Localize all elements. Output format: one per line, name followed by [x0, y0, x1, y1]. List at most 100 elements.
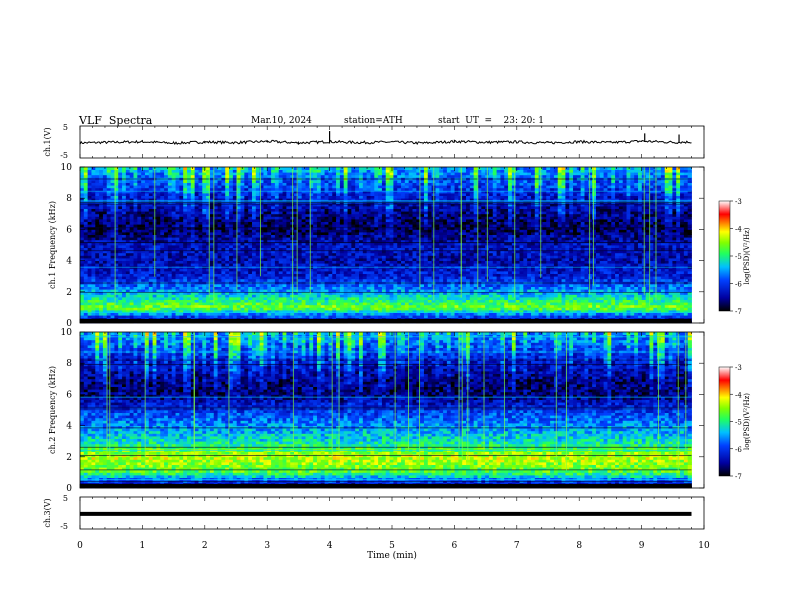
psd-cell: [263, 291, 268, 295]
psd-cell: [202, 172, 207, 176]
psd-cell: [259, 208, 264, 212]
psd-cell: [133, 260, 138, 264]
psd-cell: [217, 221, 222, 225]
psd-cell: [209, 263, 215, 267]
psd-cell: [106, 271, 111, 274]
psd-cell: [236, 193, 241, 196]
psd-cell: [336, 276, 341, 280]
psd-cell: [370, 263, 375, 267]
psd-cell: [385, 216, 390, 220]
psd-cell: [137, 190, 142, 194]
psd-cell: [374, 174, 379, 178]
psd-cell: [125, 304, 131, 308]
psd-cell: [91, 172, 96, 176]
psd-cell: [278, 268, 283, 272]
psd-cell: [336, 198, 341, 202]
psd-cell: [374, 169, 379, 173]
psd-cell: [110, 278, 115, 282]
psd-cell: [171, 299, 176, 303]
psd-cell: [99, 226, 104, 230]
psd-cell: [336, 216, 341, 220]
psd-cell: [248, 252, 253, 256]
psd-cell: [378, 174, 383, 178]
psd-cell: [316, 180, 322, 183]
psd-cell: [282, 226, 287, 230]
psd-cell: [263, 237, 268, 241]
psd-cell: [251, 245, 257, 248]
psd-cell: [95, 167, 100, 170]
psd-cell: [167, 294, 173, 298]
psd-cell: [160, 216, 165, 220]
psd-cell: [236, 211, 241, 215]
psd-cell: [114, 268, 119, 272]
psd-cell: [213, 172, 218, 176]
psd-cell: [137, 276, 142, 280]
psd-cell: [336, 229, 341, 233]
psd-cell: [259, 312, 264, 316]
psd-cell: [255, 310, 261, 313]
psd-cell: [133, 294, 138, 298]
psd-cell: [339, 242, 345, 246]
psd-cell: [313, 312, 318, 316]
psd-cell: [320, 258, 326, 261]
psd-cell: [229, 286, 234, 290]
psd-cell: [240, 255, 245, 259]
psd-cell: [187, 245, 192, 248]
psd-cell: [282, 286, 287, 290]
psd-cell: [324, 211, 329, 215]
psd-cell: [381, 208, 387, 212]
psd-cell: [267, 239, 272, 243]
psd-cell: [213, 232, 218, 235]
psd-cell: [351, 206, 356, 209]
psd-cell: [290, 302, 295, 306]
psd-cell: [366, 169, 371, 173]
psd-cell: [240, 291, 245, 295]
psd-cell: [366, 180, 371, 183]
psd-cell: [294, 167, 299, 170]
psd-cell: [282, 245, 287, 248]
psd-cell: [267, 206, 272, 209]
psd-cell: [125, 245, 131, 248]
psd-cell: [274, 234, 280, 238]
psd-cell: [125, 229, 131, 233]
psd-cell: [99, 242, 104, 246]
psd-cell: [206, 224, 211, 228]
psd-cell: [118, 289, 123, 293]
psd-cell: [305, 286, 310, 290]
psd-cell: [236, 174, 241, 178]
psd-cell: [144, 278, 150, 282]
psd-cell: [80, 294, 85, 298]
psd-cell: [274, 180, 280, 183]
psd-cell: [328, 187, 333, 191]
psd-cell: [106, 284, 111, 287]
psd-cell: [137, 250, 142, 254]
psd-cell: [114, 211, 119, 215]
psd-cell: [152, 284, 157, 287]
psd-cell: [217, 297, 222, 300]
psd-cell: [236, 255, 241, 259]
psd-cell: [274, 276, 280, 280]
psd-cell: [320, 206, 326, 209]
psd-cell: [366, 271, 371, 274]
psd-cell: [99, 187, 104, 191]
psd-cell: [91, 315, 96, 319]
psd-cell: [240, 310, 245, 313]
psd-cell: [320, 294, 326, 298]
psd-cell: [164, 286, 169, 290]
psd-cell: [164, 174, 169, 178]
psd-cell: [209, 174, 215, 178]
psd-cell: [129, 174, 134, 178]
psd-cell: [343, 193, 348, 196]
psd-cell: [106, 258, 111, 261]
psd-cell: [301, 229, 306, 233]
psd-cell: [309, 291, 314, 295]
psd-cell: [244, 297, 249, 300]
psd-cell: [102, 271, 108, 274]
psd-cell: [133, 247, 138, 251]
psd-cell: [99, 167, 104, 170]
psd-cell: [255, 216, 261, 220]
psd-cell: [194, 198, 199, 202]
psd-cell: [274, 237, 280, 241]
psd-cell: [225, 252, 230, 256]
psd-cell: [347, 213, 352, 217]
